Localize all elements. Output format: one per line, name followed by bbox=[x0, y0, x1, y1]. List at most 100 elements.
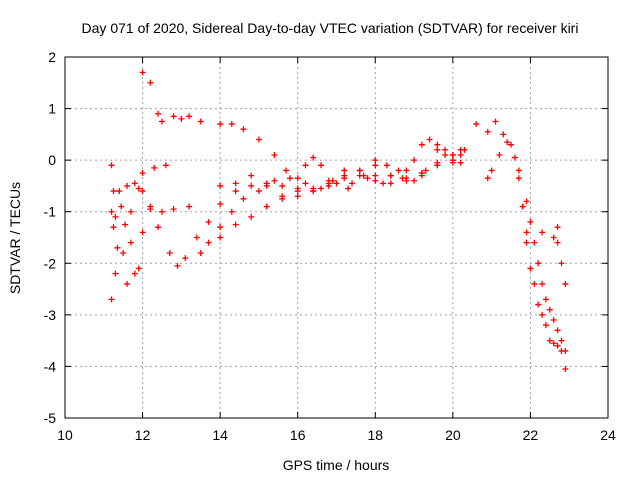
data-point bbox=[457, 146, 464, 153]
data-point bbox=[457, 159, 464, 166]
data-point bbox=[539, 280, 546, 287]
data-point bbox=[151, 164, 158, 171]
data-point bbox=[248, 213, 255, 220]
data-point bbox=[562, 347, 569, 354]
data-point bbox=[434, 162, 441, 169]
data-point bbox=[349, 180, 356, 187]
data-point bbox=[542, 296, 549, 303]
data-point bbox=[364, 175, 371, 182]
data-point bbox=[302, 180, 309, 187]
data-points bbox=[108, 69, 569, 373]
data-point bbox=[418, 170, 425, 177]
data-point bbox=[186, 203, 193, 210]
data-point bbox=[550, 340, 557, 347]
y-tick-label: 1 bbox=[48, 101, 56, 117]
data-point bbox=[484, 128, 491, 135]
data-point bbox=[345, 185, 352, 192]
data-point bbox=[124, 182, 131, 189]
data-point bbox=[197, 118, 204, 125]
data-point bbox=[411, 177, 418, 184]
data-point bbox=[558, 337, 565, 344]
grid-lines bbox=[65, 57, 608, 418]
data-point bbox=[515, 175, 522, 182]
data-point bbox=[147, 79, 154, 86]
y-axis-label: SDTVAR / TECUs bbox=[7, 182, 23, 294]
y-tick-label: 2 bbox=[48, 49, 56, 65]
data-point bbox=[488, 167, 495, 174]
data-point bbox=[449, 157, 456, 164]
data-point bbox=[372, 157, 379, 164]
data-point bbox=[504, 139, 511, 146]
data-point bbox=[217, 200, 224, 207]
data-point bbox=[205, 239, 212, 246]
data-point bbox=[302, 162, 309, 169]
data-point bbox=[515, 167, 522, 174]
data-point bbox=[135, 265, 142, 272]
data-point bbox=[127, 239, 134, 246]
data-point bbox=[554, 224, 561, 231]
data-point bbox=[124, 280, 131, 287]
data-point bbox=[523, 198, 530, 205]
data-point bbox=[539, 229, 546, 236]
data-point bbox=[484, 175, 491, 182]
data-point bbox=[263, 203, 270, 210]
data-point bbox=[294, 188, 301, 195]
data-point bbox=[205, 219, 212, 226]
data-point bbox=[131, 270, 138, 277]
data-point bbox=[182, 255, 189, 262]
data-point bbox=[539, 311, 546, 318]
x-tick-label: 18 bbox=[367, 427, 383, 443]
data-point bbox=[508, 141, 515, 148]
data-point bbox=[120, 249, 127, 256]
data-point bbox=[139, 229, 146, 236]
data-point bbox=[110, 224, 117, 231]
data-point bbox=[116, 188, 123, 195]
data-point bbox=[383, 162, 390, 169]
x-tick-label: 10 bbox=[57, 427, 73, 443]
data-point bbox=[496, 151, 503, 158]
data-point bbox=[457, 151, 464, 158]
data-point bbox=[434, 141, 441, 148]
data-point bbox=[333, 180, 340, 187]
y-tick-label: -5 bbox=[44, 410, 57, 426]
y-tick-label: -3 bbox=[44, 307, 57, 323]
data-point bbox=[442, 151, 449, 158]
data-point bbox=[558, 260, 565, 267]
data-point bbox=[197, 249, 204, 256]
data-point bbox=[562, 366, 569, 373]
data-point bbox=[403, 177, 410, 184]
data-point bbox=[232, 180, 239, 187]
data-point bbox=[546, 337, 553, 344]
data-point bbox=[139, 170, 146, 177]
data-point bbox=[442, 146, 449, 153]
y-tick-label: -2 bbox=[44, 255, 57, 271]
data-point bbox=[523, 229, 530, 236]
data-point bbox=[139, 188, 146, 195]
data-point bbox=[356, 172, 363, 179]
series-track-g bbox=[484, 139, 569, 373]
data-point bbox=[372, 177, 379, 184]
data-point bbox=[283, 167, 290, 174]
data-point bbox=[131, 180, 138, 187]
series-track-d bbox=[108, 162, 146, 303]
data-point bbox=[112, 270, 119, 277]
data-point bbox=[114, 244, 121, 251]
series-track-f bbox=[217, 146, 464, 200]
data-point bbox=[108, 296, 115, 303]
data-point bbox=[550, 317, 557, 324]
data-point bbox=[232, 221, 239, 228]
data-point bbox=[135, 185, 142, 192]
data-point bbox=[255, 188, 262, 195]
data-point bbox=[240, 126, 247, 133]
data-point bbox=[240, 195, 247, 202]
data-point bbox=[519, 203, 526, 210]
data-point bbox=[147, 206, 154, 213]
data-point bbox=[325, 177, 332, 184]
data-point bbox=[523, 239, 530, 246]
y-tick-label: 0 bbox=[48, 152, 56, 168]
data-point bbox=[271, 177, 278, 184]
data-point bbox=[426, 136, 433, 143]
x-tick-label: 14 bbox=[212, 427, 228, 443]
